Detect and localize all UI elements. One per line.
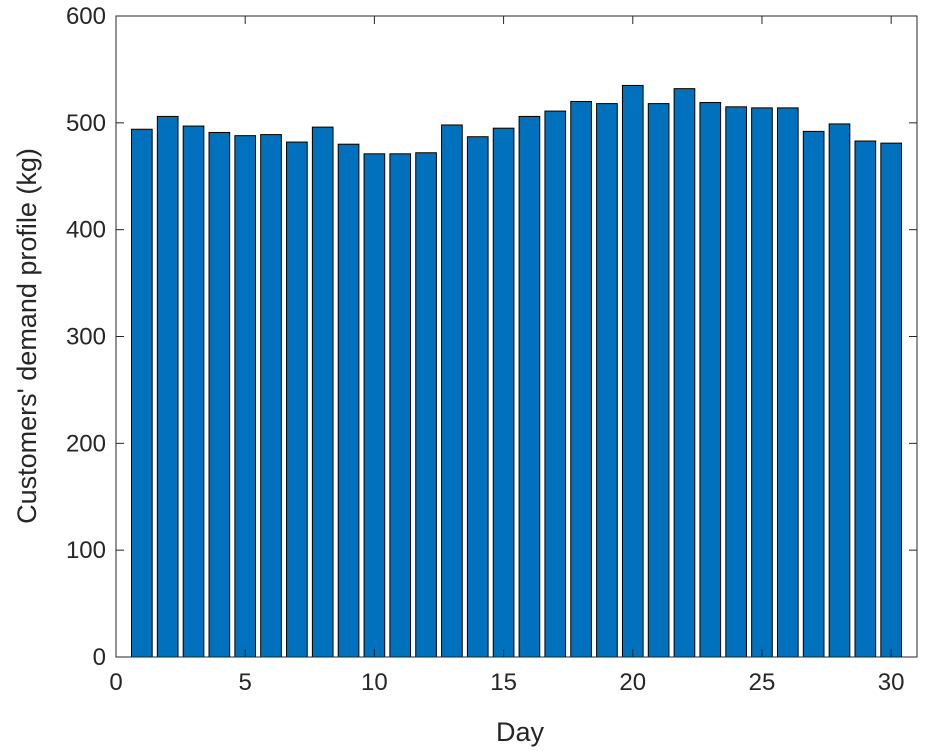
bar-day-25 [751, 107, 773, 658]
y-axis-label: Customers' demand profile (kg) [12, 148, 42, 524]
bar-day-9 [337, 143, 360, 658]
x-axis-label: Day [496, 717, 545, 747]
bar-day-19 [596, 103, 618, 658]
bar-day-16 [518, 115, 541, 658]
bar-day-12 [415, 152, 437, 658]
y-tick-label-600: 600 [66, 3, 106, 30]
bars-group [131, 84, 903, 658]
bar-day-2 [156, 115, 179, 658]
x-tick-label-25: 25 [749, 669, 776, 696]
bar-day-26 [776, 107, 799, 658]
bar-day-22 [673, 88, 696, 658]
bar-day-3 [182, 125, 205, 658]
x-tick-label-5: 5 [239, 669, 252, 696]
bar-day-7 [286, 141, 308, 658]
bar-day-24 [725, 106, 747, 658]
bar-day-14 [466, 136, 489, 658]
bar-day-1 [131, 128, 153, 658]
x-tick-label-15: 15 [490, 669, 517, 696]
bar-day-15 [492, 127, 515, 658]
bar-day-21 [647, 103, 670, 658]
x-tick-label-30: 30 [878, 669, 905, 696]
y-tick-label-500: 500 [66, 110, 106, 137]
bar-day-23 [699, 102, 722, 658]
bar-day-28 [828, 123, 851, 658]
bar-day-11 [389, 153, 412, 658]
y-tick-label-0: 0 [93, 644, 106, 671]
bar-day-6 [260, 134, 282, 658]
x-tick-label-0: 0 [109, 669, 122, 696]
bar-day-13 [441, 124, 463, 658]
y-tick-label-300: 300 [66, 324, 106, 351]
y-tick-label-400: 400 [66, 217, 106, 244]
y-tick-label-100: 100 [66, 537, 106, 564]
y-ticks-group: 0 100 200 300 400 500 600 [66, 3, 917, 671]
x-tick-label-20: 20 [619, 669, 646, 696]
bar-day-4 [208, 131, 231, 658]
bar-day-29 [854, 140, 877, 658]
x-tick-label-10: 10 [361, 669, 388, 696]
bar-day-18 [570, 100, 592, 658]
x-ticks-group: 0 5 10 15 20 25 30 [109, 16, 905, 696]
y-tick-label-200: 200 [66, 430, 106, 457]
bar-day-8 [311, 126, 334, 658]
bar-day-30 [880, 142, 903, 658]
bar-day-5 [234, 135, 257, 658]
bar-day-10 [363, 153, 386, 658]
bar-day-17 [544, 110, 567, 658]
bar-day-27 [802, 130, 825, 658]
bar-day-20 [621, 84, 644, 658]
